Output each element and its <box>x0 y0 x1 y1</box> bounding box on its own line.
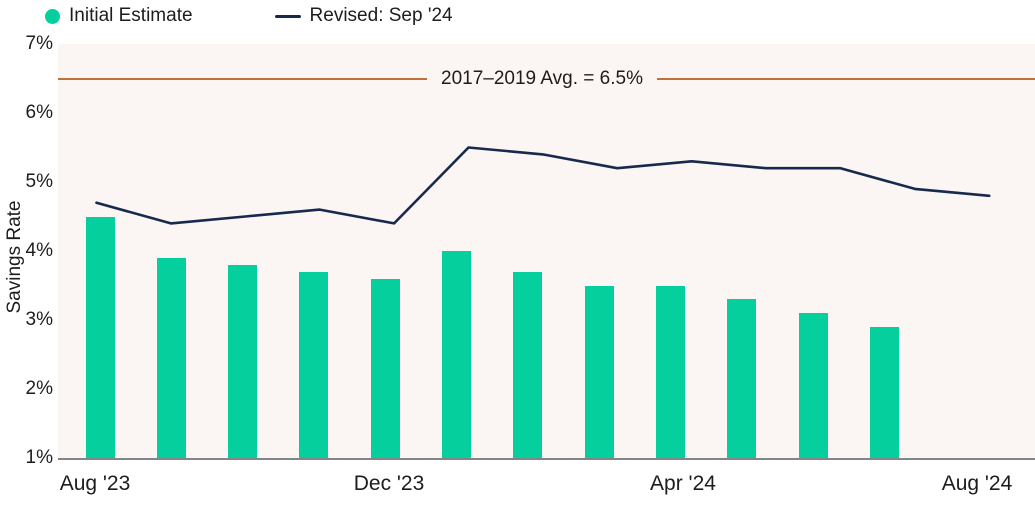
bar-jan-24 <box>442 251 471 458</box>
bar-apr-24 <box>655 285 685 458</box>
reference-line-segment-right <box>656 77 1035 80</box>
y-tick-label-3pct: 3% <box>25 309 53 330</box>
x-tick-label-apr-24: Apr '24 <box>650 472 716 495</box>
bar-sep-23 <box>156 257 186 458</box>
revised-line-swatch-icon <box>274 14 301 18</box>
legend-label-revised: Revised: Sep '24 <box>309 5 453 26</box>
y-tick-label-7pct: 7% <box>25 33 53 54</box>
legend: Initial Estimate Revised: Sep '24 <box>45 5 453 27</box>
bar-aug-23 <box>85 216 115 458</box>
plot-area: 2017–2019 Avg. = 6.5% <box>58 44 1035 460</box>
bar-jul-24 <box>869 326 899 458</box>
reference-line-label: 2017–2019 Avg. = 6.5% <box>441 67 643 89</box>
x-tick-label-aug-24: Aug '24 <box>941 472 1013 495</box>
legend-item-initial-estimate: Initial Estimate <box>45 5 193 27</box>
bar-dec-23 <box>370 278 400 458</box>
initial-estimate-dot-icon <box>45 8 60 24</box>
y-tick-label-2pct: 2% <box>25 378 53 399</box>
y-tick-label-6pct: 6% <box>25 102 53 123</box>
bar-nov-23 <box>299 271 329 458</box>
revised-line-chart <box>95 146 991 225</box>
legend-label-initial-estimate: Initial Estimate <box>69 5 193 26</box>
revised-line-path <box>95 146 991 225</box>
x-tick-label-dec-23: Dec '23 <box>353 472 425 495</box>
y-tick-label-5pct: 5% <box>25 171 53 192</box>
bar-jun-24 <box>798 313 828 458</box>
bar-mar-24 <box>584 285 614 458</box>
bar-oct-23 <box>228 264 258 458</box>
bar-may-24 <box>727 299 757 458</box>
x-tick-label-aug-23: Aug '23 <box>59 472 131 495</box>
reference-line-2017-2019-avg: 2017–2019 Avg. = 6.5% <box>58 67 1035 91</box>
bar-feb-24 <box>513 271 543 458</box>
legend-item-revised: Revised: Sep '24 <box>274 5 453 27</box>
y-tick-label-1pct: 1% <box>25 447 53 468</box>
reference-line-segment-left <box>58 77 427 80</box>
y-tick-label-4pct: 4% <box>25 240 53 261</box>
